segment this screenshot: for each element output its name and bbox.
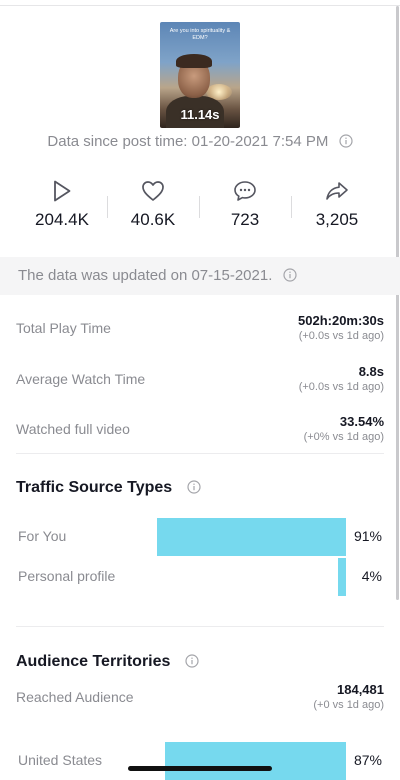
metric-reached-audience: Reached Audience 184,481 (+0 vs 1d ago): [16, 682, 384, 726]
metric-change: (+0.0s vs 1d ago): [298, 381, 384, 393]
heart-icon: [107, 178, 199, 204]
section-divider: [16, 626, 384, 627]
territory-percent: 87%: [353, 752, 382, 768]
metric-watched-full-video: Watched full video 33.54% (+0% vs 1d ago…: [16, 414, 384, 458]
metric-label: Total Play Time: [16, 320, 111, 336]
video-duration: 11.14s: [180, 107, 220, 122]
metric-change: (+0 vs 1d ago): [313, 699, 384, 711]
metric-value: 8.8s: [358, 364, 384, 379]
metric-value: 502h:20m:30s: [298, 313, 384, 328]
bar-track: [138, 742, 346, 780]
updated-notice: The data was updated on 07-15-2021.: [0, 257, 400, 295]
stat-value: 723: [230, 210, 260, 229]
post-time-row: Data since post time: 01-20-2021 7:54 PM: [0, 133, 400, 152]
traffic-section-title: Traffic Source Types: [16, 479, 201, 499]
top-border: [0, 0, 400, 6]
stat-comments: 723: [199, 178, 291, 230]
stat-divider: [199, 196, 200, 218]
info-icon[interactable]: [338, 134, 353, 152]
bar-track: [138, 518, 346, 556]
metric-average-watch-time: Average Watch Time 8.8s (+0.0s vs 1d ago…: [16, 364, 384, 408]
metric-total-play-time: Total Play Time 502h:20m:30s (+0.0s vs 1…: [16, 313, 384, 357]
thumbnail-person-body: [166, 96, 224, 128]
info-icon[interactable]: [187, 480, 201, 499]
traffic-bar: [338, 558, 346, 596]
traffic-label: Personal profile: [18, 568, 116, 584]
territory-label: United States: [18, 752, 103, 768]
stat-value: 40.6K: [130, 210, 176, 229]
traffic-row-personal-profile: Personal profile 4%: [16, 558, 384, 596]
audience-title-text: Audience Territories: [16, 653, 171, 670]
audience-section-title: Audience Territories: [16, 653, 199, 673]
stat-views: 204.4K: [16, 178, 108, 230]
video-thumbnail[interactable]: Are you into spirituality & EDM? 11.14s: [160, 22, 240, 128]
stat-value: 3,205: [315, 210, 359, 229]
play-icon: [16, 178, 108, 204]
info-icon[interactable]: [185, 654, 199, 673]
metric-label: Watched full video: [16, 421, 130, 437]
metric-label: Average Watch Time: [16, 371, 146, 387]
bar-track: [138, 558, 346, 596]
territory-bar: [165, 742, 346, 780]
stat-divider: [291, 196, 292, 218]
stat-divider: [107, 196, 108, 218]
traffic-label: For You: [18, 528, 67, 544]
territory-row-united-states: United States 87%: [16, 742, 384, 780]
metric-value: 184,481: [337, 682, 384, 697]
metric-change: (+0.0s vs 1d ago): [298, 330, 384, 342]
metric-value: 33.54%: [339, 414, 384, 429]
traffic-row-for-you: For You 91%: [16, 518, 384, 556]
section-divider: [16, 453, 384, 454]
metric-label: Reached Audience: [16, 689, 134, 705]
comment-icon: [199, 178, 291, 204]
scrollbar[interactable]: [396, 6, 399, 600]
engagement-stats: 204.4K 40.6K 723 3,205: [0, 178, 400, 238]
stat-value: 204.4K: [35, 210, 89, 229]
sun-glow: [206, 84, 232, 100]
metric-change: (+0% vs 1d ago): [303, 431, 384, 443]
post-time-text: Data since post time: 01-20-2021 7:54 PM: [47, 133, 329, 150]
info-icon[interactable]: [282, 259, 297, 297]
video-caption: Are you into spirituality & EDM?: [169, 28, 231, 41]
thumbnail-person-hair: [176, 54, 212, 68]
home-indicator[interactable]: [128, 766, 272, 771]
traffic-bar: [157, 518, 346, 556]
traffic-title-text: Traffic Source Types: [16, 479, 173, 496]
traffic-percent: 91%: [353, 528, 382, 544]
stat-likes: 40.6K: [107, 178, 199, 230]
share-icon: [291, 178, 383, 204]
stat-shares: 3,205: [291, 178, 383, 230]
traffic-percent: 4%: [361, 568, 382, 584]
updated-notice-text: The data was updated on 07-15-2021.: [18, 267, 273, 284]
